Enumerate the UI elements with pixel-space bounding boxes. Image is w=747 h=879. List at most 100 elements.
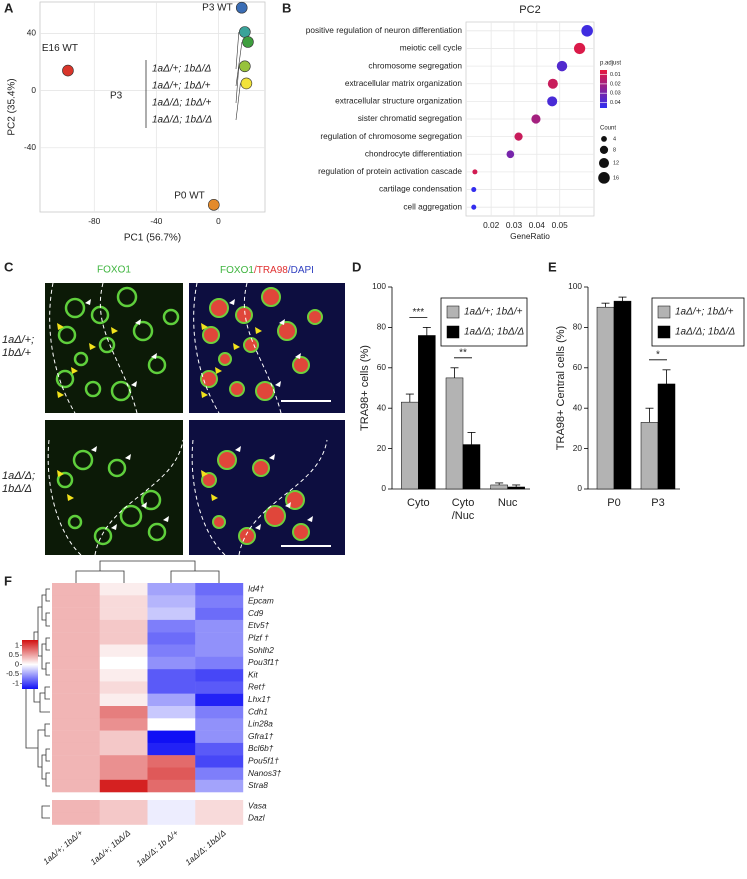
x-tick-label: P0: [607, 497, 620, 509]
y-tick-label: 20: [377, 443, 387, 453]
heat-cell: [52, 730, 100, 744]
legend-label: 1aΔ/+; 1bΔ/+: [464, 307, 523, 318]
point: [242, 36, 254, 48]
legend-label: 1aΔ/+; 1bΔ/+: [675, 307, 734, 318]
colorbar-label: 0: [15, 659, 19, 668]
point-label: 1aΔ/+; 1bΔ/Δ: [152, 64, 212, 75]
point: [240, 77, 253, 90]
y-tick-label: 100: [568, 281, 582, 291]
leader-line: [235, 31, 240, 70]
channel: FOXO1: [220, 265, 254, 276]
heat-cell: [147, 767, 196, 780]
image: [189, 283, 345, 413]
y-tick-label: 40: [27, 28, 37, 38]
row-label: Plzf †: [248, 633, 269, 643]
heat-cell: [52, 742, 100, 756]
heat-cell: [52, 632, 100, 645]
bar: [613, 300, 632, 490]
leader-line: [235, 41, 243, 87]
colorbar: [600, 70, 607, 108]
image: [45, 420, 183, 555]
heat-cell: [195, 800, 244, 813]
colorbar-label: 0.02: [610, 81, 621, 87]
heat-cell: [195, 742, 244, 756]
channel: /TRA98: [254, 265, 288, 276]
heat-cell: [195, 669, 244, 682]
row-label: Ret†: [248, 682, 266, 692]
heat-cell: [99, 607, 148, 621]
point: [239, 60, 251, 73]
heat-cell: [52, 607, 100, 621]
heat-cell: [195, 619, 244, 633]
y-tick-label: 60: [573, 362, 583, 372]
micrographs: FOXO1 FOXO1/TRA98/DAPI 1aΔ/+; 1bΔ/+ 1aΔ/Δ…: [2, 265, 345, 555]
heat-cell: [195, 644, 244, 657]
dot: [581, 25, 593, 37]
y-tick-label: positive regulation of neuron differenti…: [306, 25, 463, 35]
heat-cell: [147, 706, 196, 719]
row-label: Vasa: [248, 800, 267, 810]
y-tick-label: cell aggregation: [403, 201, 462, 211]
point-label: 1aΔ/+; 1bΔ/+: [152, 81, 211, 92]
heat-cell: [147, 693, 196, 707]
heat-cell: [52, 583, 100, 596]
dot: [506, 150, 515, 159]
bar: [507, 486, 525, 490]
row-label: Nanos3†: [248, 768, 282, 778]
row-label: Pou5f1†: [248, 756, 279, 766]
legend-title: Count: [600, 126, 616, 132]
heat-cell: [195, 607, 244, 621]
point-label: P0 WT: [174, 190, 205, 201]
heat-cell: [99, 669, 148, 682]
heat-cell: [195, 718, 244, 731]
significance: **: [459, 347, 467, 358]
bar: [640, 422, 659, 490]
heat-cell: [195, 632, 244, 645]
x-tick-label: Cyto/Nuc: [452, 497, 475, 522]
y-tick-label: cartilage condensation: [379, 184, 462, 194]
row-label: Pou3f1†: [248, 657, 279, 667]
size-key-label: 8: [613, 147, 616, 153]
bar: [490, 484, 508, 490]
heat-cell: [195, 706, 244, 719]
heat-cell: [195, 767, 244, 780]
dendrogram: [25, 560, 220, 819]
point: [235, 1, 248, 14]
heat-cell: [147, 669, 196, 682]
row-label: 1aΔ/+; 1bΔ/+: [2, 334, 34, 359]
dot: [472, 169, 478, 175]
x-axis-label: GeneRatio: [510, 231, 550, 241]
chart-title: PC2: [519, 4, 540, 16]
dot: [547, 96, 558, 107]
point-label: 1aΔ/Δ; 1bΔ/Δ: [152, 115, 212, 126]
y-tick-label: 80: [377, 322, 387, 332]
y-tick-label: 80: [573, 322, 583, 332]
legend-box: [440, 297, 528, 347]
bar: [401, 401, 419, 490]
heat-cell: [147, 718, 196, 731]
y-tick-label: 0: [31, 85, 36, 95]
point-label: P3 WT: [202, 2, 233, 13]
dot: [547, 78, 558, 89]
annotation: P3: [110, 91, 123, 102]
bar: [445, 377, 464, 490]
heat-cell: [147, 607, 196, 621]
heat-cell: [195, 656, 244, 670]
x-tick-label: 0.05: [552, 220, 569, 230]
panel-label: F: [4, 573, 12, 588]
row-label: Bcl6b†: [248, 743, 274, 753]
panel-label: C: [4, 259, 14, 274]
heat-cell: [52, 779, 100, 793]
significance: ***: [412, 307, 424, 318]
heat-cell: [99, 755, 148, 768]
heat-cell: [147, 595, 196, 608]
row-label: Lin28a: [248, 719, 273, 729]
heat-cell: [52, 669, 100, 682]
y-tick-label: 40: [377, 402, 387, 412]
row-label: Lhx1†: [248, 694, 271, 704]
colorbar: [22, 640, 38, 689]
row-label: Sohlh2: [248, 645, 274, 655]
dot: [556, 60, 568, 72]
point: [62, 64, 74, 77]
